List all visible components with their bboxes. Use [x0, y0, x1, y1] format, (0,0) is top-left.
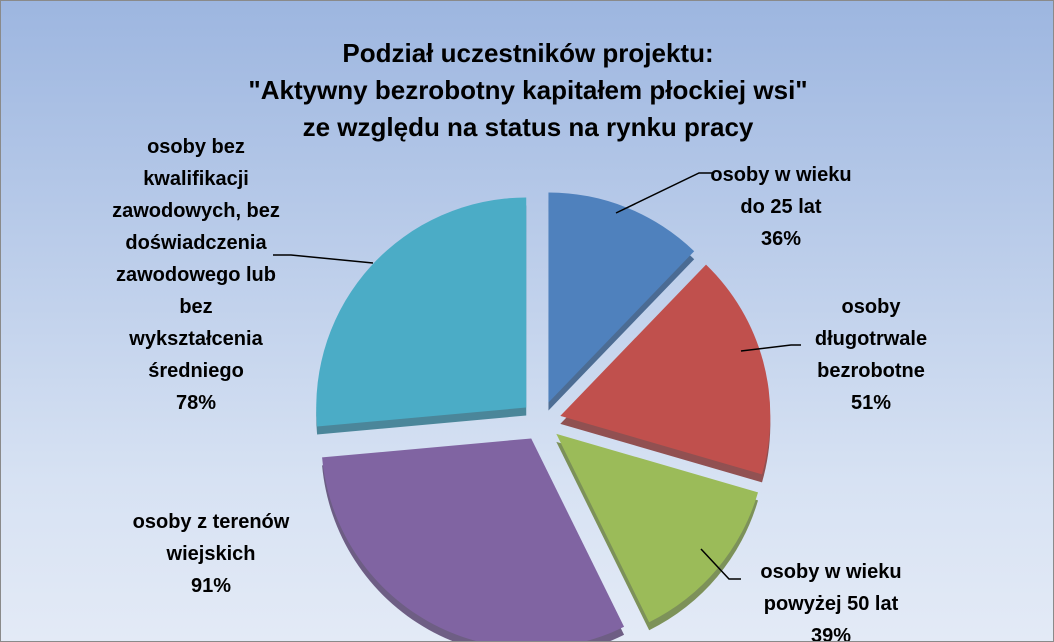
- slice: [556, 433, 759, 623]
- slice: [548, 192, 695, 403]
- value-label: 36%: [760, 228, 802, 250]
- slice: [560, 264, 771, 475]
- value-label: 39%: [810, 625, 852, 642]
- value-label: 51%: [850, 392, 892, 414]
- category-label: osoby w wieku powyżej 50 lat: [760, 561, 902, 615]
- category-label: osoby długotrwale bezrobotne: [814, 296, 928, 382]
- category-label: osoby w wieku do 25 lat: [710, 164, 852, 218]
- value-label: 91%: [190, 575, 232, 597]
- leader-line: [615, 172, 713, 214]
- category-label: osoby bez kwalifikacji zawodowych, bez d…: [112, 136, 280, 382]
- slice: [316, 197, 527, 427]
- chart-title: Podział uczestników projektu: "Aktywny b…: [248, 38, 808, 142]
- leader-line: [273, 254, 374, 264]
- leader-line: [700, 548, 741, 580]
- slice-label: osoby bez kwalifikacji zawodowych, bez d…: [66, 131, 326, 419]
- slice-label: osoby z terenów wiejskich 91%: [81, 506, 341, 602]
- slice-label: osoby w wieku do 25 lat 36%: [651, 159, 911, 255]
- slice: [322, 438, 625, 641]
- value-label: 78%: [175, 392, 217, 414]
- slice-label: osoby w wieku powyżej 50 lat 39%: [701, 556, 961, 642]
- leader-line: [740, 344, 801, 352]
- category-label: osoby z terenów wiejskich: [132, 511, 290, 565]
- slice-label: osoby długotrwale bezrobotne 51%: [741, 291, 1001, 419]
